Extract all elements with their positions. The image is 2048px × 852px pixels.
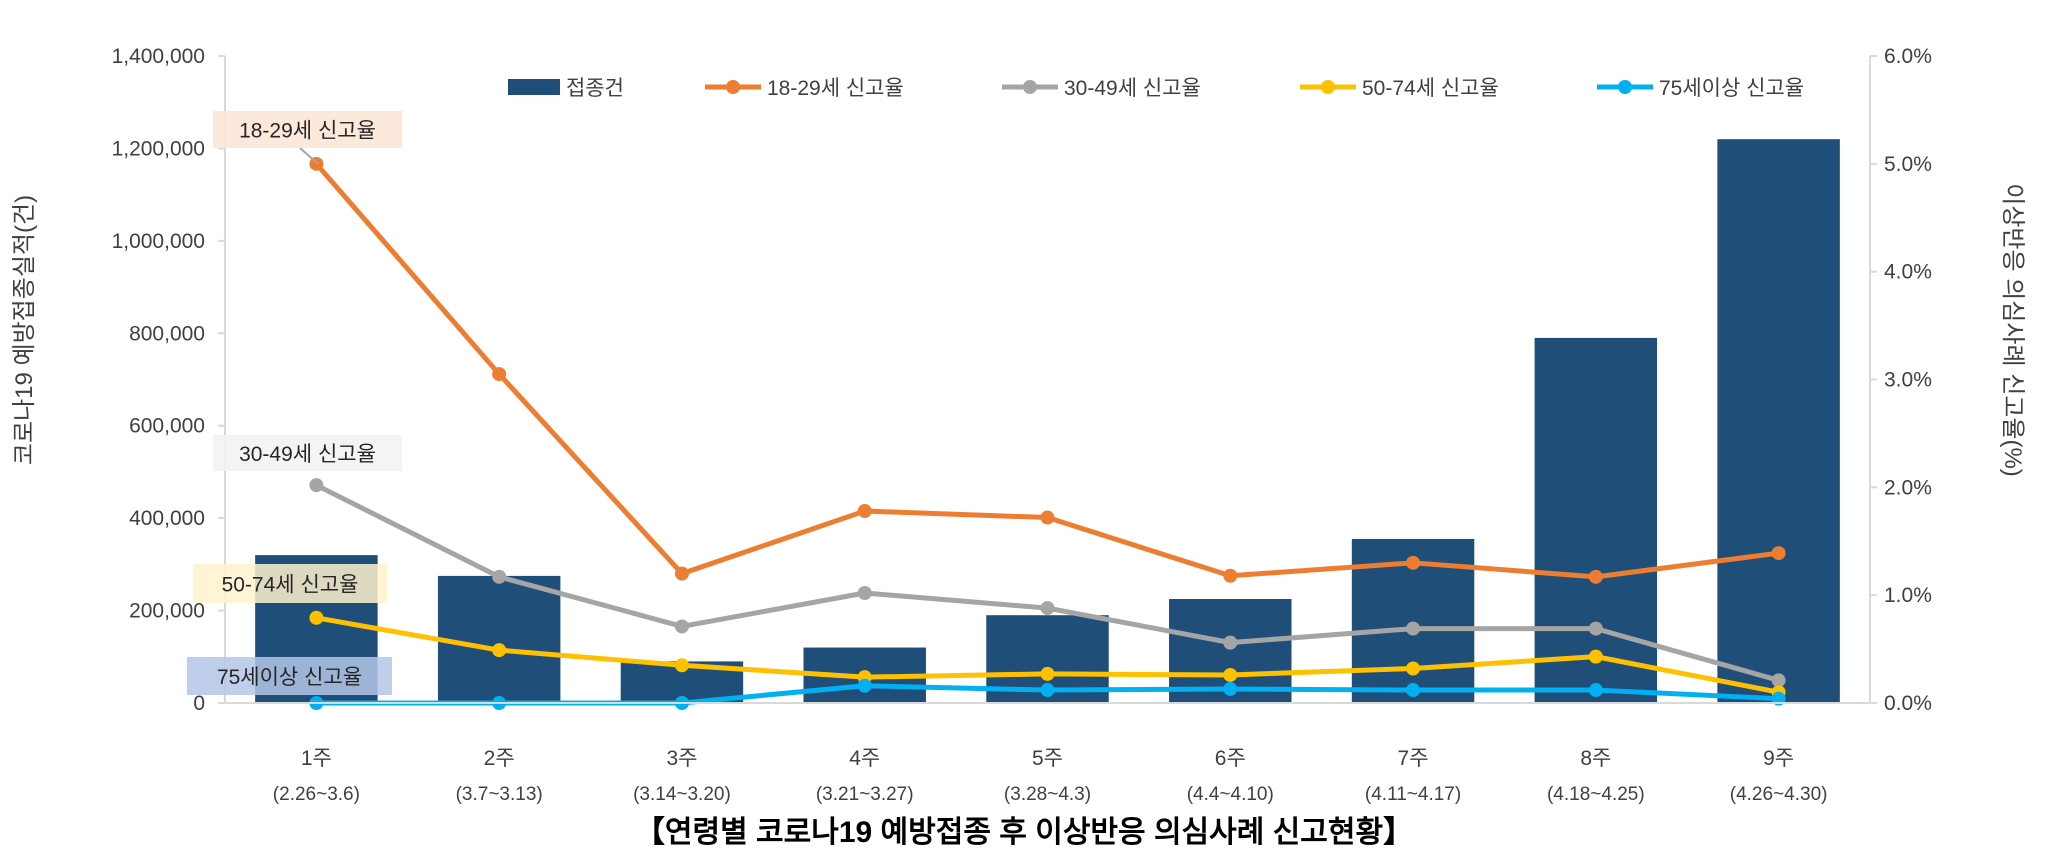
x-tick-label: 8주 [1580, 747, 1611, 770]
x-tick-label: 2주 [484, 747, 515, 770]
x-tick-date: (4.11~4.17) [1365, 784, 1461, 805]
line-point [674, 658, 689, 673]
legend-label: 접종건 [566, 77, 624, 100]
annotation-box [213, 435, 402, 471]
line-point [1588, 649, 1603, 664]
line-point [1406, 555, 1421, 570]
right-axis-label: 이상반응 의심사례 신고율(%) [1999, 183, 2026, 477]
x-tick-label: 4주 [849, 747, 880, 770]
line-point [1223, 568, 1238, 583]
x-tick-label: 1주 [301, 747, 332, 770]
line-point [1406, 621, 1421, 636]
chart-title: 【연령별 코로나19 예방접종 후 이상반응 의심사례 신고현황】 [635, 816, 1413, 849]
line-point [1588, 621, 1603, 636]
left-tick-label: 0 [193, 692, 205, 715]
x-tick-date: (3.28~4.3) [1004, 784, 1091, 805]
annotation-label: 75세이상 신고율 [217, 666, 362, 689]
line-point [857, 504, 872, 519]
line-point [857, 586, 872, 601]
left-axis-label: 코로나19 예방접종실적(건) [11, 195, 38, 465]
annotation-box [193, 564, 387, 603]
x-tick-date: (3.14~3.20) [633, 784, 731, 805]
line-point [1223, 635, 1238, 650]
bar-2 [437, 575, 561, 703]
line-point [1040, 510, 1055, 525]
line-point [1771, 546, 1786, 561]
line-point [1588, 569, 1603, 584]
x-tick-label: 6주 [1215, 747, 1246, 770]
right-tick-label: 3.0% [1884, 369, 1932, 392]
legend-label: 75세이상 신고율 [1659, 77, 1804, 100]
annotation-box [187, 657, 392, 695]
left-tick-label: 200,000 [129, 600, 205, 623]
right-tick-label: 0.0% [1884, 692, 1932, 715]
annotation-label: 18-29세 신고율 [239, 120, 376, 143]
line-point [1040, 601, 1055, 616]
line-point [1040, 683, 1055, 698]
line-point [1223, 681, 1238, 696]
annotation-label: 50-74세 신고율 [222, 574, 359, 597]
right-tick-label: 5.0% [1884, 153, 1932, 176]
legend-swatch-marker [1023, 80, 1037, 94]
left-tick-label: 1,400,000 [112, 45, 205, 68]
line-point [309, 610, 324, 625]
x-tick-label: 5주 [1032, 747, 1063, 770]
right-tick-label: 1.0% [1884, 584, 1932, 607]
x-tick-date: (4.4~4.10) [1187, 784, 1274, 805]
right-tick-label: 4.0% [1884, 261, 1932, 284]
line-point [857, 678, 872, 693]
left-tick-label: 1,000,000 [112, 230, 205, 253]
line-point [1771, 673, 1786, 688]
legend-swatch-marker [1618, 80, 1632, 94]
legend-swatch-marker [1321, 80, 1335, 94]
line-point [492, 367, 507, 382]
legend-label: 50-74세 신고율 [1362, 77, 1499, 100]
legend-swatch-marker [726, 80, 740, 94]
annotation-box [213, 111, 402, 148]
bar-8 [1534, 337, 1658, 703]
legend-swatch-bar [508, 79, 560, 95]
line-point [1223, 667, 1238, 682]
legend-label: 18-29세 신고율 [767, 77, 904, 100]
x-tick-label: 7주 [1398, 747, 1429, 770]
right-tick-label: 6.0% [1884, 45, 1932, 68]
annotation-leader-line [299, 147, 319, 165]
annotation-label: 30-49세 신고율 [239, 443, 376, 466]
x-tick-date: (3.7~3.13) [456, 784, 543, 805]
x-tick-date: (4.26~4.30) [1730, 784, 1828, 805]
x-tick-date: (2.26~3.6) [273, 784, 360, 805]
line-point [309, 478, 324, 493]
line-point [492, 569, 507, 584]
x-tick-label: 3주 [666, 747, 697, 770]
x-tick-label: 9주 [1763, 747, 1794, 770]
line-point [1588, 683, 1603, 698]
x-tick-date: (4.18~4.25) [1547, 784, 1645, 805]
line-point [1406, 683, 1421, 698]
line-point [1406, 661, 1421, 676]
x-tick-date: (3.21~3.27) [816, 784, 914, 805]
line-point [492, 643, 507, 658]
line-point [674, 619, 689, 634]
legend-label: 30-49세 신고율 [1064, 77, 1201, 100]
left-tick-label: 1,200,000 [112, 137, 205, 160]
line-point [1040, 666, 1055, 681]
bar-9 [1717, 139, 1840, 703]
line-point [674, 566, 689, 581]
left-tick-label: 800,000 [129, 322, 205, 345]
left-tick-label: 400,000 [129, 507, 205, 530]
left-tick-label: 600,000 [129, 415, 205, 438]
right-tick-label: 2.0% [1884, 476, 1932, 499]
